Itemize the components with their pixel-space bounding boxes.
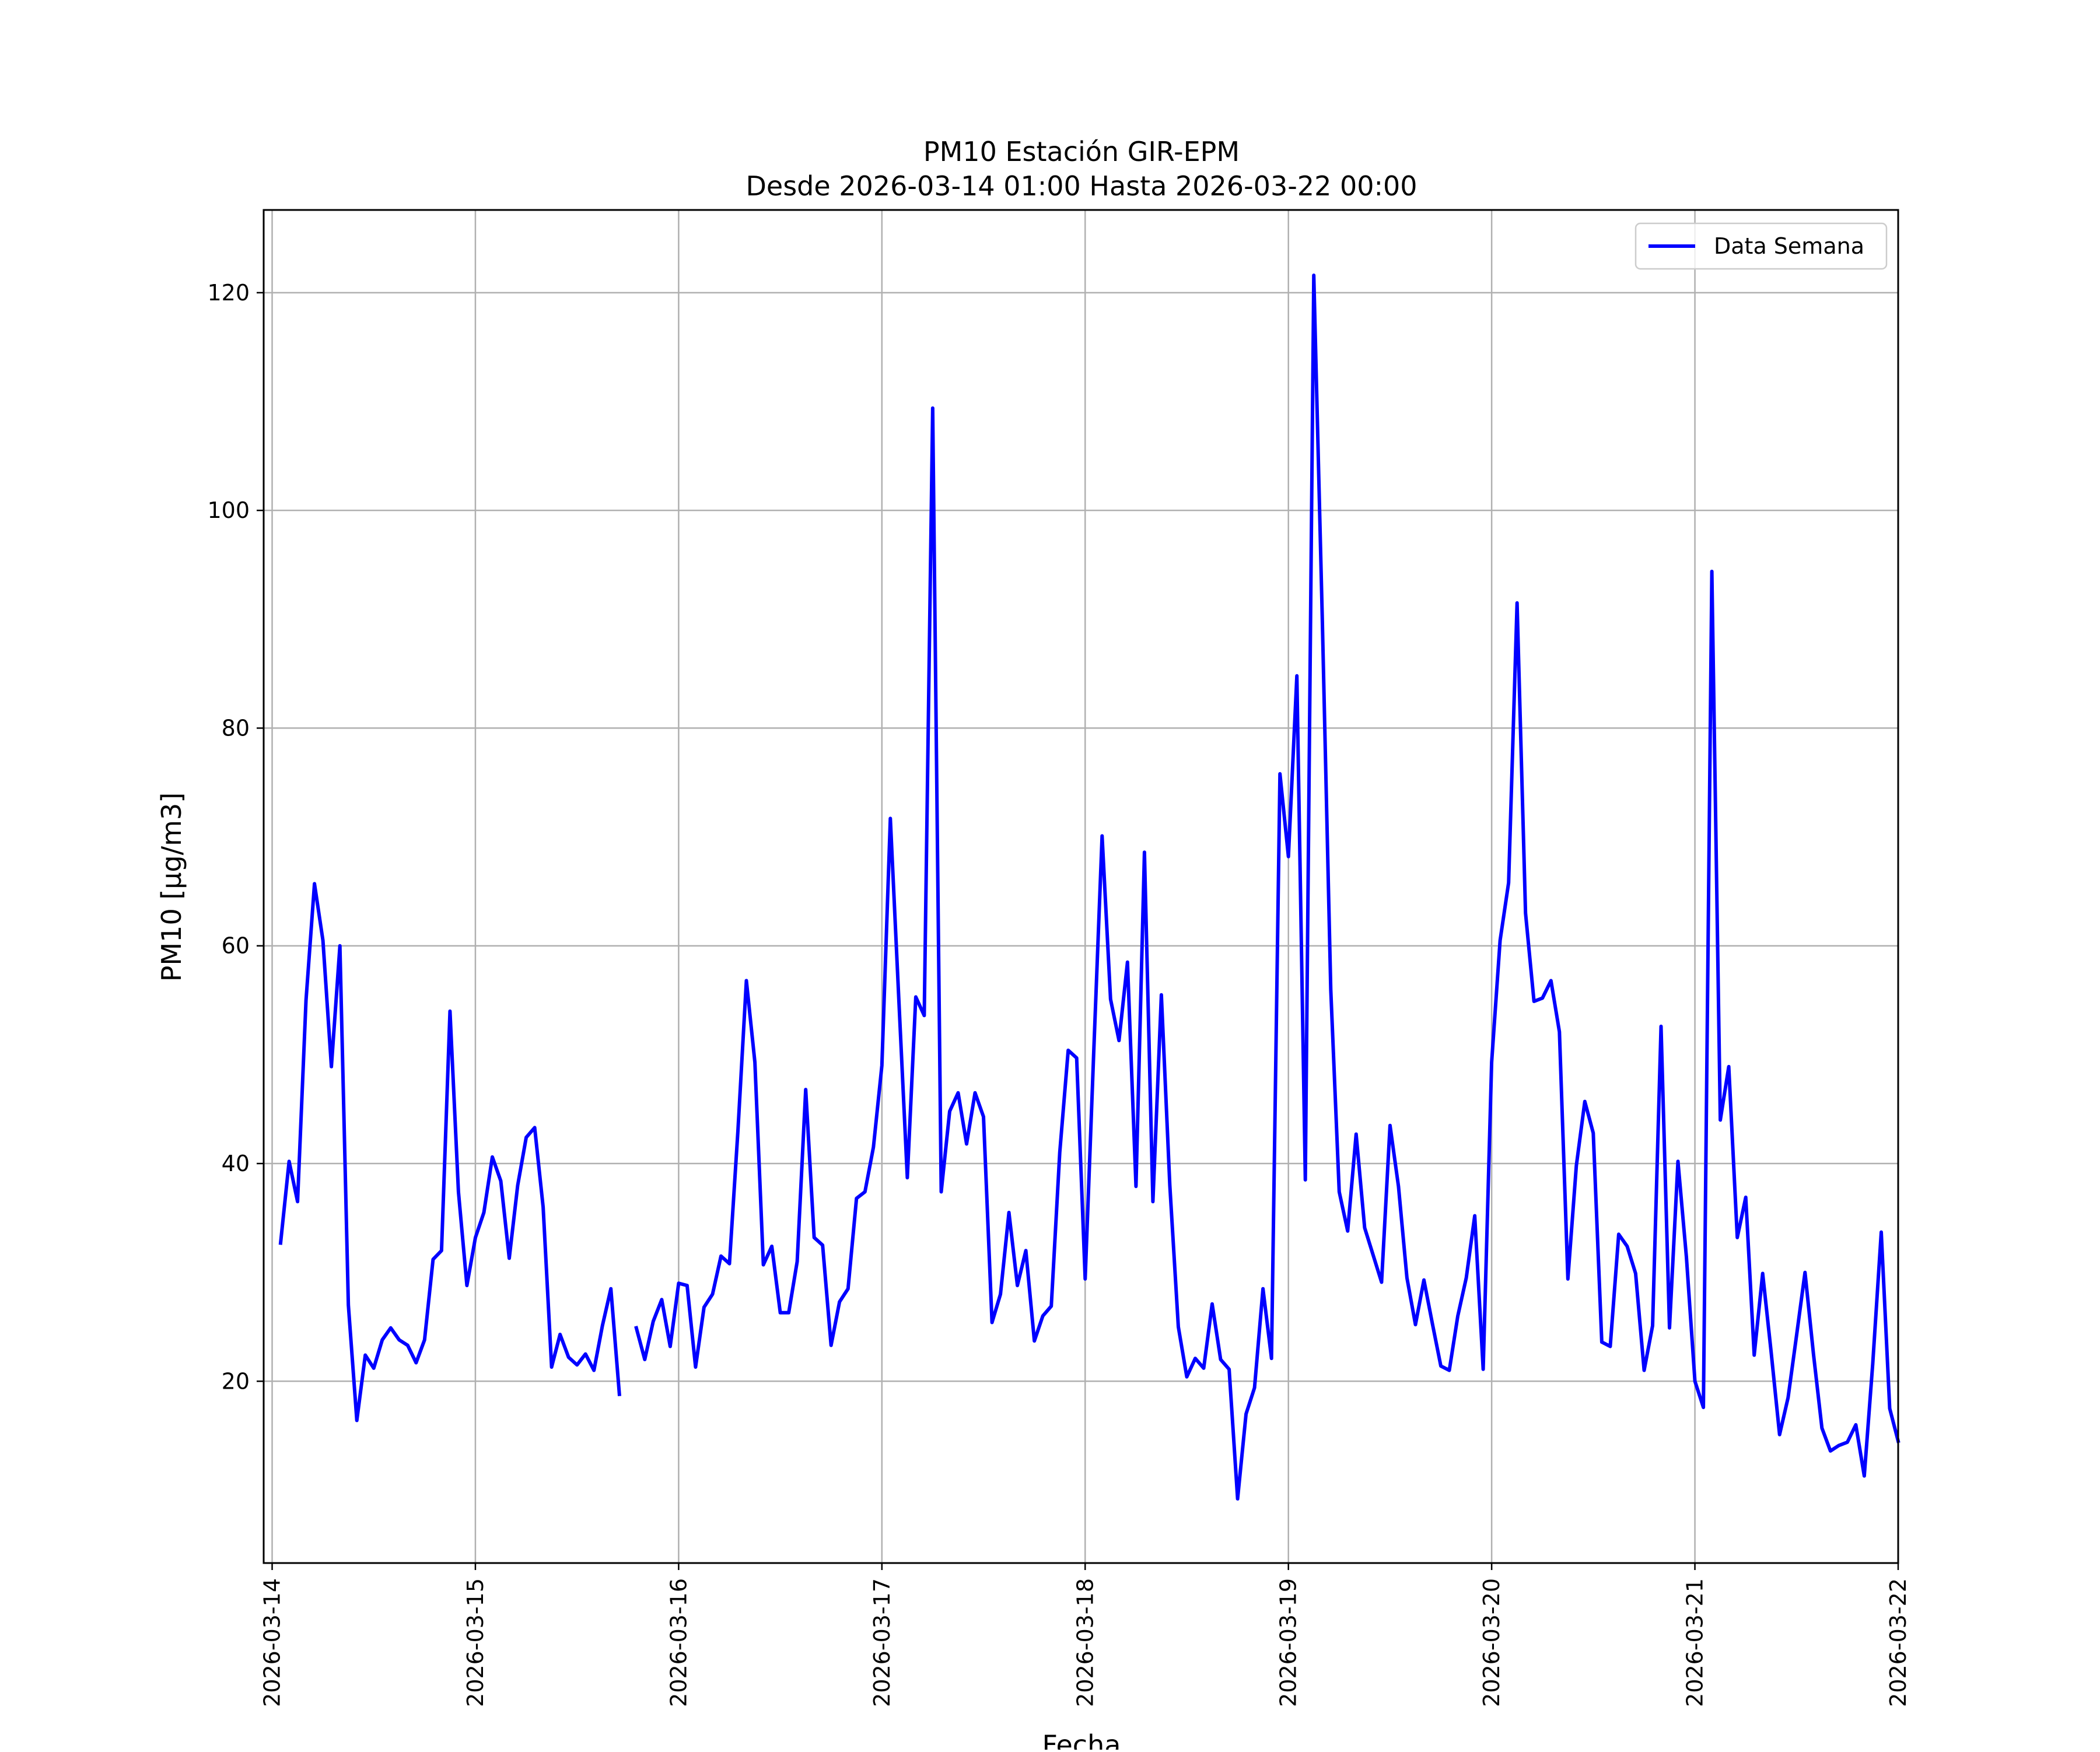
y-tick-label: 80 (222, 715, 250, 741)
y-axis-label: PM10 [μg/m3] (156, 793, 187, 982)
y-tick-label: 120 (207, 280, 250, 306)
x-tick-label: 2026-03-21 (1682, 1578, 1708, 1707)
legend-box (1634, 222, 1888, 270)
series-line-segment (278, 882, 622, 1422)
x-tick-label: 2026-03-17 (869, 1578, 895, 1707)
x-axis-label: Fecha (1042, 1729, 1121, 1750)
series-line-segment (634, 274, 1901, 1501)
chart-title: PM10 Estación GIR-EPM (923, 136, 1240, 167)
x-axis-ticks: 2026-03-14 2026-03-15 2026-03-16 2026-03-17… (260, 1563, 1911, 1707)
y-tick-label: 40 (222, 1151, 250, 1176)
x-tick-label: 2026-03-20 (1479, 1578, 1504, 1707)
data-series (278, 274, 1901, 1501)
y-axis-ticks: 20 40 60 80 100 120 (207, 280, 264, 1394)
legend-label: Data Semana (1714, 233, 1864, 259)
x-tick-label: 2026-03-15 (463, 1578, 488, 1707)
plot-frame (262, 209, 1899, 1564)
x-tick-label: 2026-03-14 (260, 1578, 285, 1707)
chart-subtitle: Desde 2026-03-14 01:00 Hasta 2026-03-22 … (746, 170, 1417, 202)
legend: Data Semana (1634, 222, 1888, 270)
x-tick-label: 2026-03-22 (1885, 1578, 1911, 1707)
x-tick-label: 2026-03-19 (1276, 1578, 1301, 1707)
y-tick-label: 100 (207, 497, 250, 523)
x-tick-label: 2026-03-16 (666, 1578, 691, 1707)
y-tick-label: 20 (222, 1368, 250, 1394)
y-tick-label: 60 (222, 933, 250, 959)
x-tick-label: 2026-03-18 (1072, 1578, 1098, 1707)
